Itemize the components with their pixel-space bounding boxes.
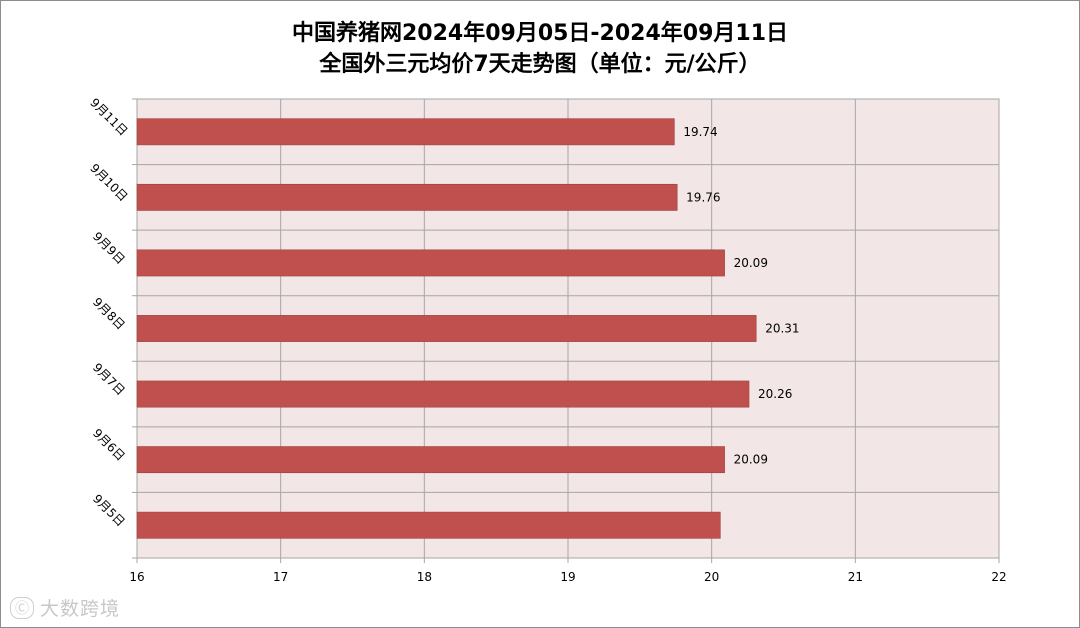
- watermark-logo-icon: Ⓒ: [10, 597, 34, 619]
- watermark-text: 大数跨境: [40, 598, 121, 620]
- category-label: 9月9日: [90, 229, 128, 267]
- data-label: 19.74: [683, 125, 717, 139]
- x-tick-label: 18: [417, 570, 432, 584]
- data-label: 20.09: [734, 453, 768, 467]
- bar: [136, 249, 725, 277]
- category-label: 9月5日: [90, 492, 128, 530]
- category-label: 9月6日: [90, 426, 128, 464]
- category-label: 9月7日: [90, 360, 128, 398]
- watermark: Ⓒ 大数跨境: [10, 594, 120, 621]
- category-label: 9月11日: [87, 95, 130, 138]
- category-label: 9月10日: [87, 161, 130, 204]
- bar: [136, 183, 678, 211]
- bar: [136, 118, 675, 146]
- x-tick-label: 20: [704, 570, 719, 584]
- x-tick-label: 17: [273, 570, 288, 584]
- data-label: 20.09: [734, 256, 768, 270]
- category-label: 9月8日: [90, 295, 128, 333]
- chart-title: 中国养猪网2024年09月05日-2024年09月11日: [291, 21, 789, 46]
- x-tick-label: 16: [129, 570, 144, 584]
- x-tick-label: 21: [848, 570, 863, 584]
- chart-subtitle: 全国外三元均价7天走势图（单位：元/公斤）: [319, 52, 761, 77]
- bar: [136, 315, 757, 342]
- bar: [136, 511, 721, 539]
- data-label: 19.76: [686, 190, 720, 204]
- data-label: 20.26: [758, 387, 792, 401]
- chart-title-block: 中国养猪网2024年09月05日-2024年09月11日 全国外三元均价7天走势…: [0, 18, 1080, 80]
- x-tick-label: 22: [991, 570, 1006, 584]
- x-tick-label: 19: [560, 570, 575, 584]
- bar: [136, 380, 750, 408]
- data-label: 20.31: [765, 322, 799, 336]
- bar: [136, 446, 725, 474]
